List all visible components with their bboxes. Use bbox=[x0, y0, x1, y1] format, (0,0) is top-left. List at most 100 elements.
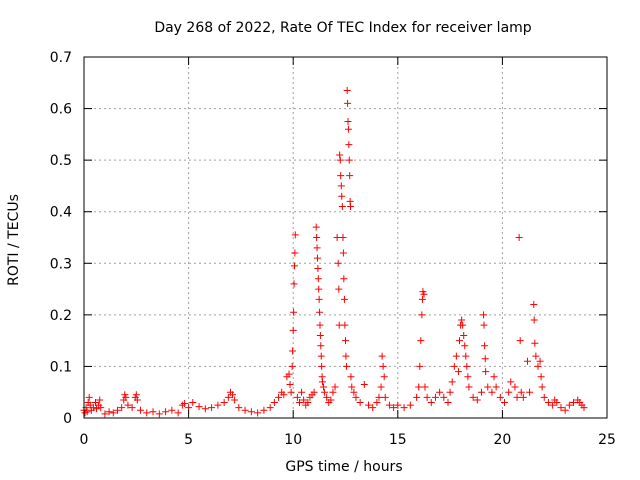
data-point bbox=[427, 399, 435, 407]
data-point bbox=[570, 399, 578, 407]
data-point bbox=[532, 352, 540, 360]
data-point bbox=[390, 404, 398, 412]
data-point bbox=[83, 408, 91, 416]
data-point bbox=[275, 393, 283, 401]
data-point bbox=[96, 396, 104, 404]
data-point bbox=[341, 321, 349, 329]
data-point bbox=[266, 404, 274, 412]
data-point bbox=[458, 316, 466, 324]
data-point bbox=[352, 393, 360, 401]
data-point bbox=[406, 401, 414, 409]
data-point bbox=[460, 331, 468, 339]
y-tick-label: 0.1 bbox=[50, 359, 72, 375]
data-point bbox=[536, 357, 544, 365]
data-point bbox=[450, 362, 458, 370]
data-point bbox=[515, 234, 523, 241]
data-point bbox=[346, 172, 354, 180]
data-point bbox=[314, 275, 322, 283]
data-point bbox=[118, 404, 126, 412]
y-tick-label: 0.7 bbox=[50, 50, 72, 66]
data-point bbox=[247, 408, 255, 416]
data-point bbox=[113, 406, 121, 414]
data-point bbox=[413, 393, 421, 401]
data-point bbox=[344, 117, 352, 125]
data-point bbox=[517, 388, 525, 396]
data-point bbox=[313, 244, 321, 252]
data-point bbox=[484, 383, 492, 391]
data-point bbox=[540, 393, 548, 401]
data-point bbox=[477, 388, 485, 396]
data-point bbox=[464, 373, 472, 381]
x-tick-label: 25 bbox=[598, 432, 616, 448]
data-point bbox=[530, 316, 538, 324]
data-point bbox=[531, 339, 539, 347]
data-point bbox=[214, 401, 222, 409]
data-point bbox=[431, 393, 439, 401]
data-point bbox=[85, 393, 93, 401]
data-point bbox=[418, 311, 426, 319]
data-point bbox=[565, 401, 573, 409]
data-point bbox=[208, 404, 216, 412]
data-point bbox=[342, 337, 349, 345]
data-point bbox=[337, 182, 345, 190]
data-point bbox=[93, 405, 101, 413]
data-point bbox=[89, 404, 97, 412]
data-point bbox=[339, 249, 347, 257]
data-point bbox=[290, 308, 298, 316]
data-point bbox=[462, 352, 470, 360]
data-point bbox=[481, 355, 489, 363]
y-tick-label: 0.2 bbox=[50, 308, 72, 324]
data-point bbox=[180, 400, 188, 408]
y-tick-label: 0.6 bbox=[50, 102, 72, 118]
plot-frame bbox=[83, 56, 608, 419]
data-point bbox=[553, 399, 561, 407]
data-point bbox=[290, 280, 298, 288]
data-point bbox=[492, 383, 500, 391]
y-tick-label: 0 bbox=[63, 411, 72, 427]
data-point bbox=[444, 399, 452, 407]
data-point bbox=[544, 399, 552, 407]
data-point bbox=[379, 362, 387, 370]
data-point bbox=[418, 295, 426, 303]
y-tick-label: 0.3 bbox=[50, 256, 72, 272]
data-point bbox=[381, 393, 389, 401]
chart-title: Day 268 of 2022, Rate Of TEC Index for r… bbox=[154, 20, 531, 36]
data-point bbox=[549, 401, 557, 409]
data-point bbox=[149, 408, 157, 416]
data-point bbox=[132, 391, 140, 399]
data-point bbox=[350, 388, 358, 396]
data-point bbox=[287, 388, 295, 396]
data-point bbox=[537, 373, 545, 381]
data-point bbox=[136, 406, 144, 414]
data-point bbox=[329, 388, 337, 396]
data-point bbox=[452, 352, 460, 360]
data-point bbox=[343, 362, 351, 370]
data-point bbox=[316, 308, 324, 316]
data-point bbox=[338, 203, 346, 211]
data-point bbox=[340, 295, 348, 303]
data-point bbox=[480, 321, 488, 329]
x-tick-label: 10 bbox=[284, 432, 302, 448]
data-point bbox=[201, 405, 209, 413]
data-point bbox=[373, 399, 381, 407]
data-point bbox=[526, 388, 534, 396]
data-point bbox=[338, 192, 346, 200]
x-tick-label: 5 bbox=[184, 432, 193, 448]
y-axis-label: ROTI / TECUs bbox=[6, 194, 22, 286]
data-point bbox=[469, 393, 477, 401]
data-point bbox=[446, 388, 454, 396]
data-point bbox=[300, 396, 308, 404]
data-point bbox=[285, 370, 293, 378]
data-point bbox=[385, 401, 393, 409]
data-point bbox=[473, 396, 481, 404]
data-point bbox=[317, 352, 325, 360]
data-point bbox=[348, 383, 356, 391]
data-point bbox=[342, 352, 350, 360]
data-point bbox=[224, 393, 232, 401]
data-point bbox=[380, 373, 388, 381]
data-point bbox=[482, 368, 490, 376]
data-point bbox=[260, 406, 268, 414]
data-point bbox=[337, 172, 345, 180]
data-point bbox=[229, 391, 237, 399]
